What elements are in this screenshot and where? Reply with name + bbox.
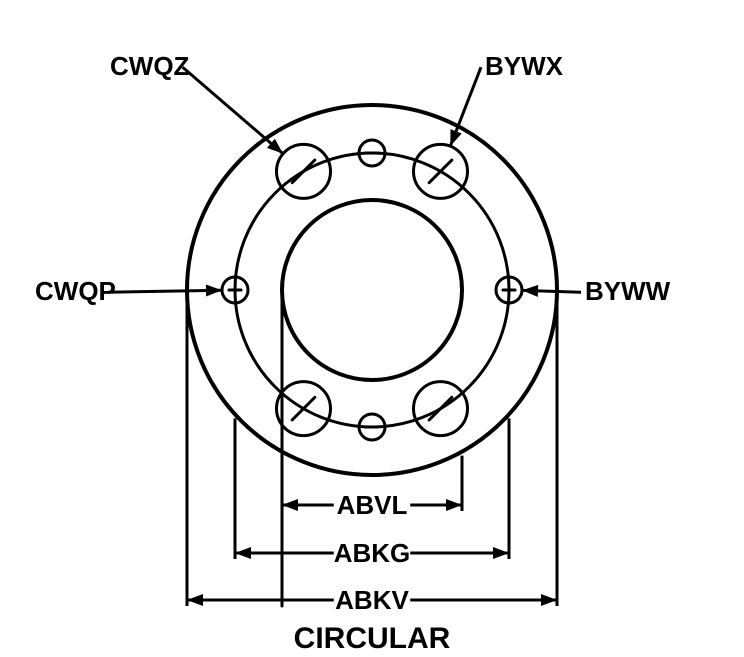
cwqp-label: CWQP	[35, 276, 116, 306]
figure-title: CIRCULAR	[294, 622, 451, 655]
abkg: ABKG	[334, 538, 411, 568]
byww-label: BYWW	[585, 276, 671, 306]
bywx-label: BYWX	[485, 51, 564, 81]
abkv: ABKV	[335, 585, 409, 615]
cwqz-label: CWQZ	[110, 51, 190, 81]
abvl: ABVL	[337, 490, 408, 520]
